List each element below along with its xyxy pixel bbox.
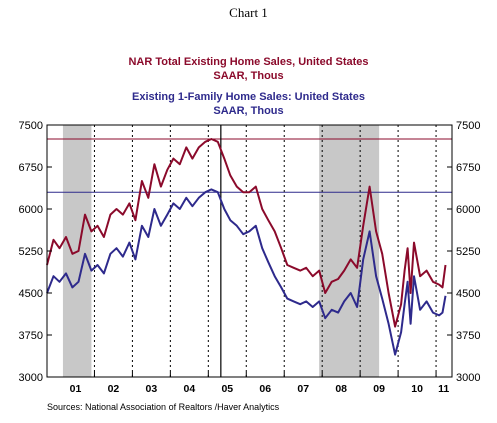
series-1-title: NAR Total Existing Home Sales, United St… bbox=[128, 56, 369, 68]
y-tick-label-right: 6000 bbox=[456, 204, 480, 216]
series-lines bbox=[46, 138, 447, 356]
source-note: Sources: National Association of Realtor… bbox=[47, 402, 280, 412]
y-tick-label-left: 6000 bbox=[19, 204, 43, 216]
x-tick-label: 08 bbox=[335, 383, 347, 395]
year-dividers bbox=[93, 125, 437, 377]
series-line-2 bbox=[46, 188, 447, 356]
y-tick-label-left: 7500 bbox=[19, 120, 43, 132]
y-tick-label-left: 3750 bbox=[19, 330, 43, 342]
reference-lines bbox=[47, 138, 452, 193]
chart-title: Chart 1 bbox=[229, 5, 268, 20]
x-tick-label: 03 bbox=[146, 383, 158, 395]
y-tick-label-right: 6750 bbox=[456, 162, 480, 174]
x-tick-label: 06 bbox=[259, 383, 271, 395]
x-tick-label: 10 bbox=[411, 383, 423, 395]
series-1-subtitle: SAAR, Thous bbox=[213, 70, 284, 82]
x-tick-label: 09 bbox=[373, 383, 385, 395]
y-axis-right: 3000 3750 4500 5250 6000 6750 7500 bbox=[447, 120, 480, 384]
y-tick-label-right: 3000 bbox=[456, 372, 480, 384]
x-tick-label: 02 bbox=[108, 383, 120, 395]
x-tick-label: 11 bbox=[438, 383, 449, 395]
x-tick-label: 01 bbox=[70, 383, 82, 395]
series-2-title: Existing 1-Family Home Sales: United Sta… bbox=[132, 91, 365, 103]
y-tick-label-right: 4500 bbox=[456, 288, 480, 300]
y-tick-label-left: 5250 bbox=[19, 246, 43, 258]
y-axis-left: 3000 3750 4500 5250 6000 6750 7500 bbox=[19, 120, 52, 384]
y-tick-label-right: 3750 bbox=[456, 330, 480, 342]
recession-band-2 bbox=[319, 125, 380, 377]
series-2-subtitle: SAAR, Thous bbox=[213, 105, 284, 117]
y-tick-label-left: 4500 bbox=[19, 288, 43, 300]
x-tick-label: 07 bbox=[297, 383, 309, 395]
y-tick-label-right: 5250 bbox=[456, 246, 480, 258]
x-tick-label: 04 bbox=[183, 383, 195, 395]
x-tick-label: 05 bbox=[221, 383, 233, 395]
y-tick-label-right: 7500 bbox=[456, 120, 480, 132]
y-tick-label-left: 3000 bbox=[19, 372, 43, 384]
y-tick-label-left: 6750 bbox=[19, 162, 43, 174]
x-axis: 01 02 03 04 05 06 07 08 09 10 11 bbox=[70, 372, 449, 395]
series-line-1 bbox=[46, 138, 447, 328]
